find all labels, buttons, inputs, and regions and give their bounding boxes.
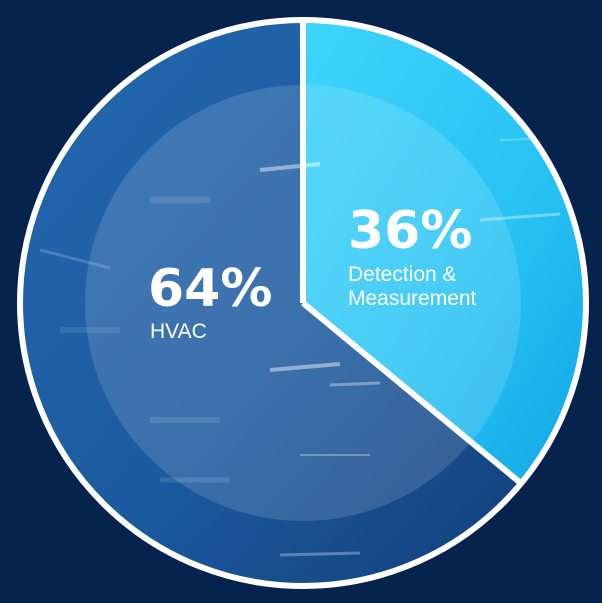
pie-slice-detection <box>303 19 587 484</box>
slice-dividers <box>300 20 523 486</box>
pie-border <box>17 17 589 589</box>
detection-label-line-2: Measurement <box>348 287 477 310</box>
hvac-label: HVAC <box>150 320 207 343</box>
hvac-percent: 64% <box>148 259 272 319</box>
pie-slices <box>20 19 587 586</box>
pie-slice-hvac <box>20 19 522 586</box>
detection-percent: 36% <box>348 201 472 261</box>
slice-divider <box>301 300 523 486</box>
detection-label-line-1: Detection & <box>348 263 457 286</box>
